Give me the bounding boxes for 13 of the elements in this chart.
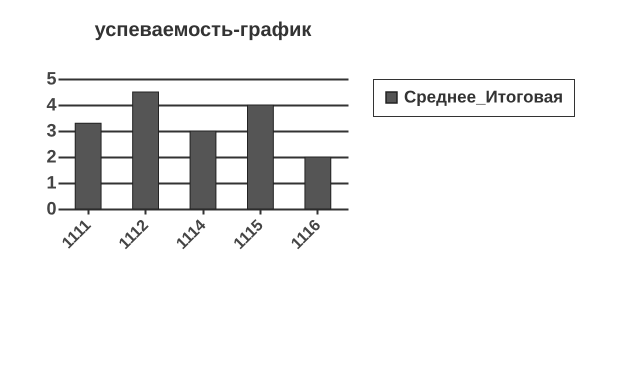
y-tick-label: 4 <box>46 94 56 114</box>
bar <box>304 156 332 210</box>
y-tick-label: 5 <box>46 68 56 88</box>
bar <box>247 104 274 210</box>
y-tick-label: 1 <box>46 172 56 192</box>
y-tick-label: 0 <box>46 198 56 218</box>
y-tick-label: 2 <box>46 146 56 166</box>
chart-title: успеваемость-график <box>94 19 312 41</box>
bar <box>132 92 159 210</box>
legend-label: Среднее_Итоговая <box>404 88 564 106</box>
bar <box>190 130 216 210</box>
y-tick-label: 3 <box>46 120 56 140</box>
bar <box>74 122 102 210</box>
